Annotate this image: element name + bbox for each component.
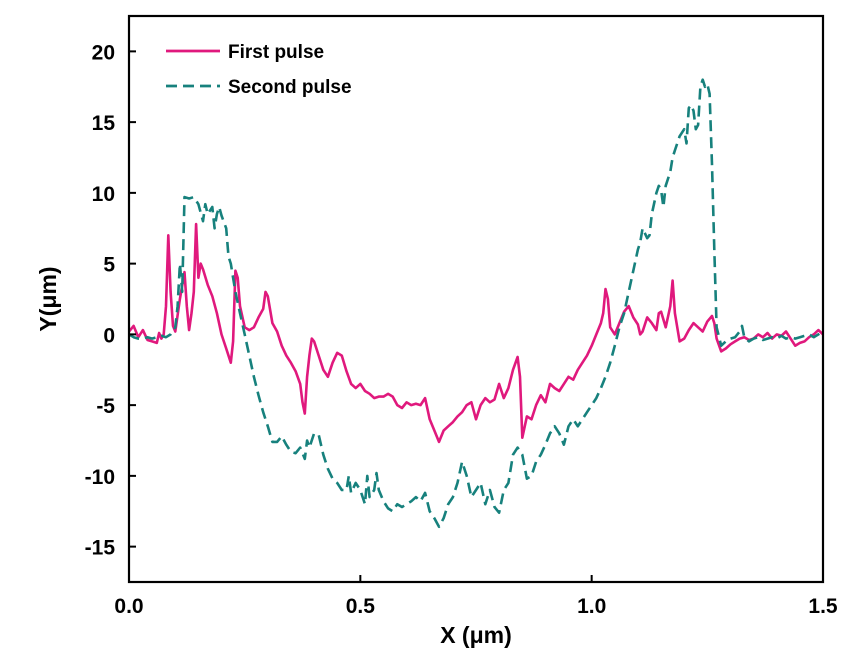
y-tick-label: 15 xyxy=(92,112,116,135)
x-tick-label: 1.5 xyxy=(808,595,838,618)
y-axis-title: Y(μm) xyxy=(35,266,61,331)
series-layer xyxy=(129,78,823,529)
legend-label-first-pulse: First pulse xyxy=(228,42,324,63)
x-axis-title: X (μm) xyxy=(440,622,512,648)
y-tick-label: 20 xyxy=(92,41,115,64)
legend-label-second-pulse: Second pulse xyxy=(228,77,352,98)
x-tick-label: 1.0 xyxy=(577,595,606,618)
y-tick-label: 5 xyxy=(103,254,115,277)
series-line-second-pulse xyxy=(129,78,823,529)
y-tick-label: -5 xyxy=(96,395,115,418)
x-tick-label: 0.5 xyxy=(346,595,376,618)
legend: First pulse Second pulse xyxy=(166,42,352,98)
plot-area xyxy=(129,16,823,582)
ticks-layer: 0.0 0.5 1.0 1.5 20 15 10 5 0 -5 -10 -15 xyxy=(85,41,838,618)
y-tick-label: -15 xyxy=(85,537,116,560)
series-line-first-pulse xyxy=(129,222,823,444)
y-tick-label: 10 xyxy=(92,183,115,206)
x-tick-label: 0.0 xyxy=(114,595,143,618)
y-tick-label: 0 xyxy=(103,324,115,347)
y-tick-label: -10 xyxy=(85,466,115,489)
plot-frame xyxy=(127,14,825,584)
